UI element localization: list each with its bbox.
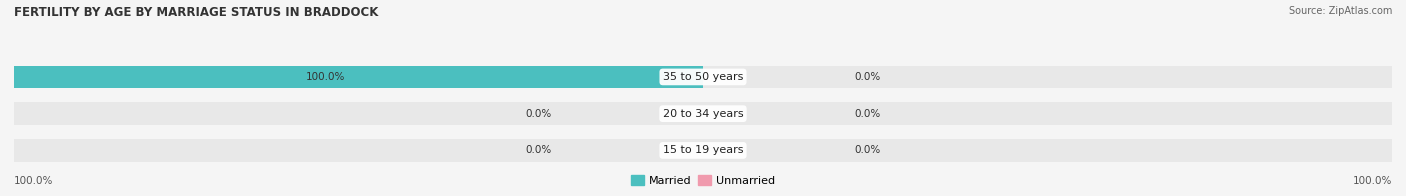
Text: 0.0%: 0.0% (526, 145, 551, 155)
Text: 0.0%: 0.0% (855, 109, 880, 119)
Bar (703, 102, 1392, 125)
Text: 100.0%: 100.0% (14, 176, 53, 186)
Text: 15 to 19 years: 15 to 19 years (662, 145, 744, 155)
Bar (14, 139, 703, 162)
Text: 100.0%: 100.0% (305, 72, 344, 82)
Bar (14, 65, 703, 88)
Bar (14, 102, 703, 125)
Legend: Married, Unmarried: Married, Unmarried (627, 171, 779, 191)
Text: 100.0%: 100.0% (1353, 176, 1392, 186)
Text: 0.0%: 0.0% (855, 145, 880, 155)
Text: 20 to 34 years: 20 to 34 years (662, 109, 744, 119)
Bar (703, 65, 1392, 88)
Text: 35 to 50 years: 35 to 50 years (662, 72, 744, 82)
Text: Source: ZipAtlas.com: Source: ZipAtlas.com (1288, 6, 1392, 16)
Bar (703, 139, 1392, 162)
Bar (14, 65, 703, 88)
Text: 0.0%: 0.0% (855, 72, 880, 82)
Text: FERTILITY BY AGE BY MARRIAGE STATUS IN BRADDOCK: FERTILITY BY AGE BY MARRIAGE STATUS IN B… (14, 6, 378, 19)
Text: 0.0%: 0.0% (526, 109, 551, 119)
